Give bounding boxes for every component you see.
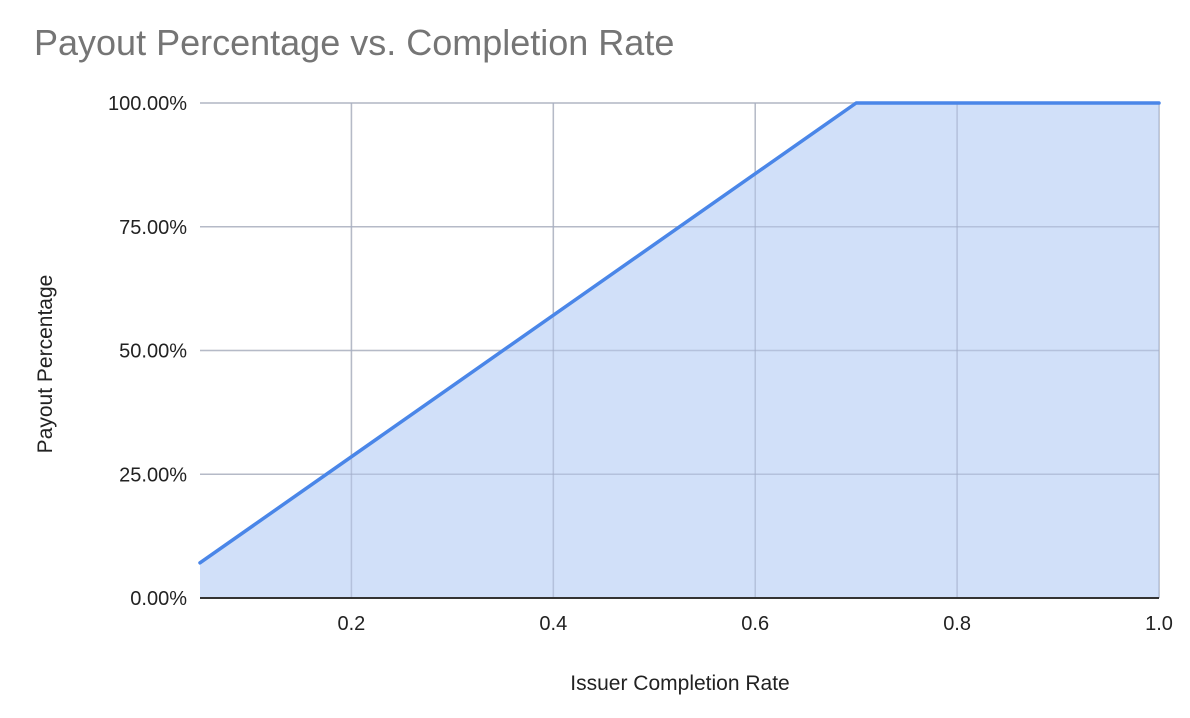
x-tick-label: 0.8 (943, 613, 971, 635)
y-tick-labels: 0.00% 25.00% 50.00% 75.00% 100.00% (108, 93, 187, 610)
x-tick-label: 0.2 (338, 613, 366, 635)
y-tick-label: 0.00% (130, 588, 187, 610)
chart-title: Payout Percentage vs. Completion Rate (34, 22, 675, 63)
y-tick-label: 75.00% (119, 217, 187, 239)
x-tick-label: 1.0 (1145, 613, 1173, 635)
x-tick-label: 0.6 (741, 613, 769, 635)
x-axis-title: Issuer Completion Rate (570, 672, 789, 695)
x-tick-labels: 0.2 0.4 0.6 0.8 1.0 (338, 613, 1173, 635)
y-tick-label: 50.00% (119, 341, 187, 363)
series-line (198, 101, 1161, 565)
y-axis-title: Payout Percentage (34, 275, 57, 454)
series-area (200, 103, 1159, 598)
area-fill-layer (200, 102, 1160, 598)
series-line-layer (198, 101, 1161, 565)
x-tick-label: 0.4 (539, 613, 567, 635)
y-tick-label: 25.00% (119, 464, 187, 486)
y-tick-label: 100.00% (108, 93, 187, 115)
